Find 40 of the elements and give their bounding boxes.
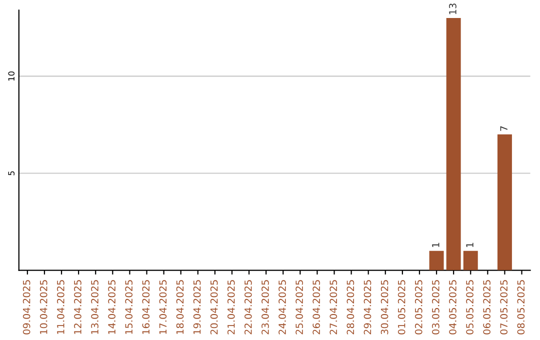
data-label: 1: [466, 242, 474, 248]
data-label: 7: [500, 126, 508, 131]
data-label: 1: [432, 242, 440, 248]
x-tick-label: 23.04.2025: [262, 280, 269, 334]
x-tick-label: 03.05.2025: [432, 280, 440, 334]
x-tick-label: 22.04.2025: [244, 280, 252, 334]
x-tick-label: 27.04.2025: [330, 280, 338, 334]
x-tick-label: 24.04.2025: [278, 280, 286, 334]
x-tick-label: 07.05.2025: [500, 280, 508, 334]
x-tick-label: 15.04.2025: [125, 280, 133, 334]
x-tick-label: 14.04.2025: [108, 280, 116, 334]
x-tick-label: 08.05.2025: [517, 280, 525, 334]
x-tick-label: 13.04.2025: [91, 280, 98, 334]
x-tick-label: 30.04.2025: [380, 280, 388, 334]
x-tick-label: 12.04.2025: [74, 280, 82, 334]
bar: [497, 134, 512, 270]
x-tick-label: 09.04.2025: [22, 280, 30, 334]
x-tick-label: 26.04.2025: [312, 280, 320, 334]
x-tick-label: 10.04.2025: [40, 280, 48, 334]
x-tick-label: 18.04.2025: [176, 280, 184, 334]
x-tick-label: 04.05.2025: [449, 280, 456, 334]
x-tick-label: 01.05.2025: [398, 280, 406, 334]
x-tick-label: 28.04.2025: [346, 280, 354, 334]
x-tick-label: 29.04.2025: [364, 280, 372, 334]
bar: [463, 250, 478, 270]
x-tick-label: 05.05.2025: [466, 280, 474, 334]
x-tick-label: 06.05.2025: [483, 280, 490, 334]
x-tick-label: 17.04.2025: [159, 280, 167, 334]
bar: [446, 18, 461, 270]
y-tick-label: 10: [8, 71, 15, 81]
data-label: 13: [449, 4, 456, 14]
x-tick-label: 02.05.2025: [414, 280, 422, 334]
x-tick-label: 11.04.2025: [56, 280, 64, 334]
x-tick-label: 19.04.2025: [193, 280, 201, 334]
y-tick-label: 5: [8, 171, 15, 176]
x-tick-label: 16.04.2025: [142, 280, 150, 334]
bar: [429, 250, 444, 270]
x-tick-label: 21.04.2025: [227, 280, 235, 334]
x-tick-label: 25.04.2025: [296, 280, 303, 334]
x-tick-label: 20.04.2025: [210, 280, 218, 334]
